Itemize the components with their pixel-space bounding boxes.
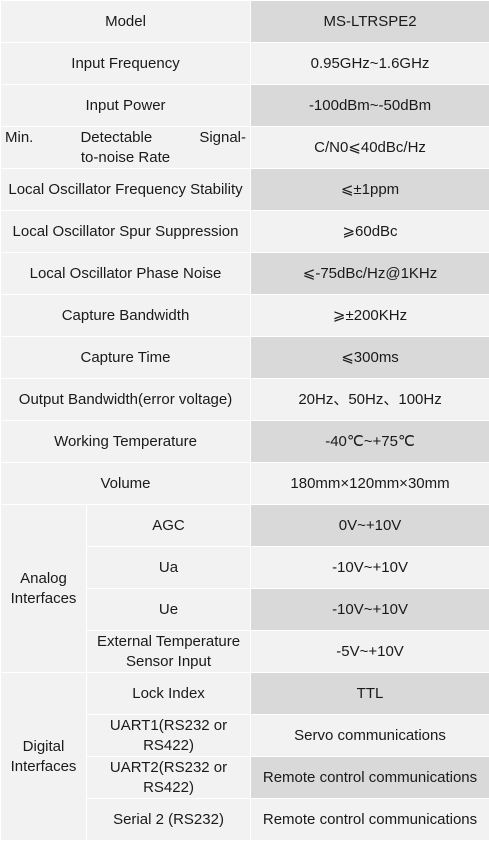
table-row: Digital Interfaces Lock Index TTL (0, 672, 489, 841)
label-cell: AGC (85, 504, 252, 547)
table-row: Min. Detectable Signal- to-noise Rate C/… (0, 126, 489, 169)
value-cell: Remote control communications (250, 798, 489, 841)
value-cell: TTL (250, 672, 489, 715)
label-cell: Input Power (0, 84, 252, 127)
label-cell: Serial 2 (RS232) (85, 798, 252, 841)
value-cell: Servo communications (250, 714, 489, 757)
value-cell: 0V~+10V (250, 504, 489, 547)
label-cell: External Temperature Sensor Input (85, 630, 252, 673)
value-cell: MS-LTRSPE2 (250, 0, 489, 43)
value-cell: -5V~+10V (250, 630, 489, 673)
label-cell: UART1(RS232 or RS422) (85, 714, 252, 757)
table-row: Output Bandwidth(error voltage) 20Hz、50H… (0, 378, 489, 421)
label-cell: Capture Bandwidth (0, 294, 252, 337)
label-cell: Local Oscillator Spur Suppression (0, 210, 252, 253)
value-cell: Remote control communications (250, 756, 489, 799)
label-cell: Min. Detectable Signal- to-noise Rate (0, 126, 252, 169)
label-cell: Local Oscillator Frequency Stability (0, 168, 252, 211)
table-row: Local Oscillator Frequency Stability ⩽±1… (0, 168, 489, 211)
label-cell: Local Oscillator Phase Noise (0, 252, 252, 295)
label-cell: Ua (85, 546, 252, 589)
value-cell: 0.95GHz~1.6GHz (250, 42, 489, 85)
value-cell: 20Hz、50Hz、100Hz (250, 378, 489, 421)
table-row: Input Frequency 0.95GHz~1.6GHz (0, 42, 489, 85)
table-row: Local Oscillator Spur Suppression ⩾60dBc (0, 210, 489, 253)
label-line: to-noise Rate (80, 148, 171, 166)
table-row: Model MS-LTRSPE2 (0, 0, 489, 43)
table-row: Ua -10V~+10V (1, 546, 489, 589)
label-cell: Capture Time (0, 336, 252, 379)
table-row: Capture Time ⩽300ms (0, 336, 489, 379)
table-row: Input Power -100dBm~-50dBm (0, 84, 489, 127)
table-row: Capture Bandwidth ⩾±200KHz (0, 294, 489, 337)
value-cell: ⩽±1ppm (250, 168, 489, 211)
value-cell: 180mm×120mm×30mm (250, 462, 489, 505)
analog-group-cell: Analog Interfaces (0, 504, 87, 673)
label-cell: Working Temperature (0, 420, 252, 463)
value-cell: ⩾±200KHz (250, 294, 489, 337)
value-cell: -10V~+10V (250, 546, 489, 589)
table-row: Serial 2 (RS232) Remote control communic… (1, 798, 489, 841)
value-cell: -10V~+10V (250, 588, 489, 631)
label-cell: UART2(RS232 or RS422) (85, 756, 252, 799)
label-cell: Output Bandwidth(error voltage) (0, 378, 252, 421)
label-cell: Volume (0, 462, 252, 505)
digital-group-cell: Digital Interfaces (0, 672, 87, 841)
table-row: Volume 180mm×120mm×30mm (0, 462, 489, 505)
label-cell: Model (0, 0, 252, 43)
table-row: Local Oscillator Phase Noise ⩽-75dBc/Hz@… (0, 252, 489, 295)
label-cell: Input Frequency (0, 42, 252, 85)
value-cell: C/N0⩽40dBc/Hz (250, 126, 489, 169)
table-row: Working Temperature -40℃~+75℃ (0, 420, 489, 463)
value-cell: -40℃~+75℃ (250, 420, 489, 463)
label-cell: Lock Index (85, 672, 252, 715)
label-cell: Ue (85, 588, 252, 631)
value-cell: -100dBm~-50dBm (250, 84, 489, 127)
label-line: Min. Detectable Signal- (5, 128, 247, 146)
table-row: UART2(RS232 or RS422) Remote control com… (1, 756, 489, 799)
table-row: Ue -10V~+10V (1, 588, 489, 631)
value-cell: ⩽-75dBc/Hz@1KHz (250, 252, 489, 295)
table-row: Analog Interfaces AGC 0V~+10V (0, 504, 489, 673)
value-cell: ⩽300ms (250, 336, 489, 379)
value-cell: ⩾60dBc (250, 210, 489, 253)
